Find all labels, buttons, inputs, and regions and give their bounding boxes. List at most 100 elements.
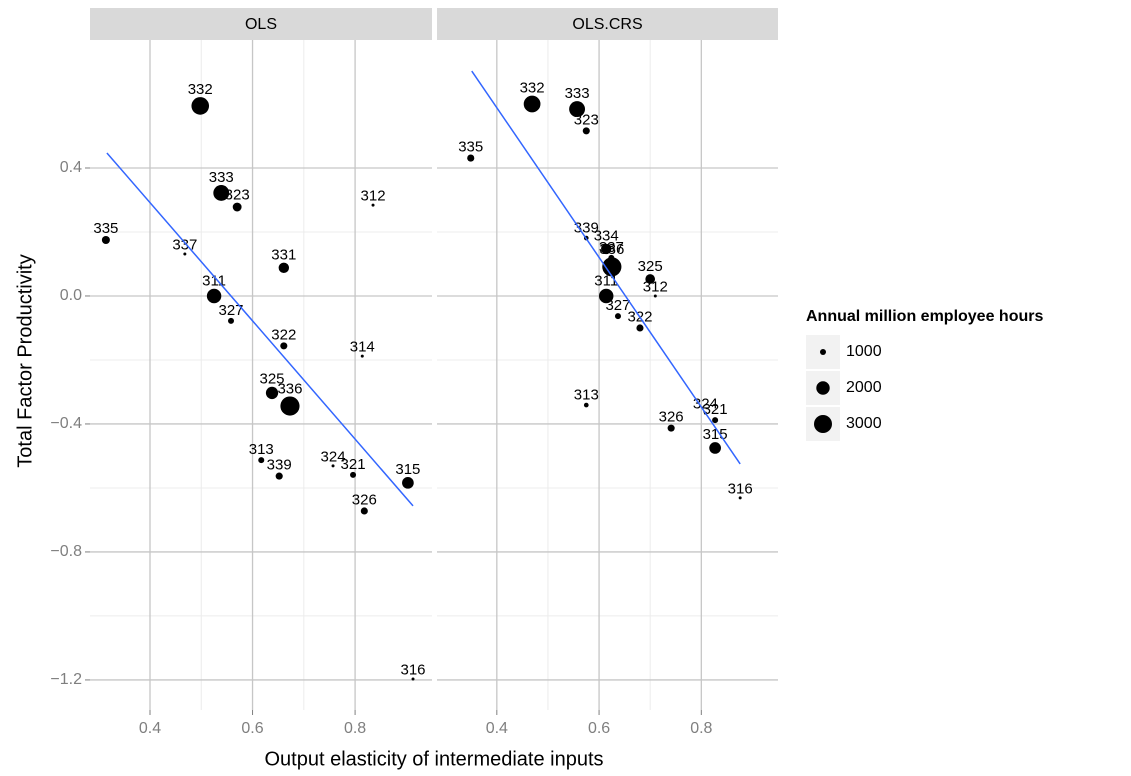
point-label: 316 bbox=[401, 661, 426, 678]
fit-line bbox=[106, 152, 414, 507]
point bbox=[402, 476, 414, 489]
point bbox=[360, 354, 364, 358]
point-label: 326 bbox=[659, 409, 684, 426]
point bbox=[709, 442, 721, 454]
point bbox=[265, 386, 279, 400]
legend-label: 2000 bbox=[846, 379, 882, 396]
point-label: 333 bbox=[565, 85, 590, 102]
point bbox=[411, 677, 415, 681]
point-label: 315 bbox=[395, 461, 420, 478]
point bbox=[191, 97, 210, 115]
point bbox=[614, 313, 621, 320]
x-tick-label: 0.4 bbox=[486, 720, 508, 737]
point-label: 339 bbox=[267, 457, 292, 474]
point bbox=[360, 507, 368, 515]
point-label: 327 bbox=[218, 302, 243, 319]
point-label: 339 bbox=[574, 220, 599, 237]
point bbox=[331, 464, 335, 468]
point-label: 323 bbox=[225, 187, 250, 204]
point bbox=[183, 252, 187, 256]
point bbox=[258, 457, 265, 464]
point bbox=[583, 402, 589, 408]
point-label: 334 bbox=[594, 228, 619, 245]
point-label: 323 bbox=[574, 111, 599, 128]
y-tick-label: 0.4 bbox=[60, 159, 82, 176]
legend-point bbox=[816, 381, 830, 395]
point-label: 335 bbox=[458, 138, 483, 155]
point-label: 313 bbox=[249, 441, 274, 458]
y-tick-label: −0.4 bbox=[50, 415, 82, 432]
point bbox=[467, 154, 475, 162]
panel-title: OLS.CRS bbox=[572, 16, 642, 33]
point bbox=[523, 95, 541, 113]
point bbox=[645, 274, 656, 284]
point-label: 336 bbox=[599, 241, 624, 258]
point-label: 324 bbox=[321, 448, 346, 465]
x-tick-label: 0.6 bbox=[241, 720, 263, 737]
point bbox=[598, 288, 614, 304]
point bbox=[667, 424, 675, 432]
legend-title: Annual million employee hours bbox=[806, 308, 1043, 325]
point-label: 325 bbox=[638, 258, 663, 275]
x-tick-label: 0.4 bbox=[139, 720, 161, 737]
point bbox=[712, 417, 719, 424]
point-label: 335 bbox=[93, 220, 118, 237]
point bbox=[601, 243, 612, 255]
y-tick-label: −0.8 bbox=[50, 543, 82, 560]
x-axis-label: Output elasticity of intermediate inputs bbox=[264, 748, 603, 770]
point-label: 312 bbox=[361, 188, 386, 205]
point bbox=[228, 317, 235, 324]
point bbox=[275, 472, 283, 480]
point bbox=[350, 471, 357, 478]
point-label: 325 bbox=[260, 371, 285, 388]
point-label: 326 bbox=[352, 491, 377, 508]
point-label: 312 bbox=[643, 278, 668, 295]
fit-line bbox=[471, 70, 741, 465]
point bbox=[653, 294, 657, 298]
strip bbox=[90, 8, 432, 40]
point-label: 332 bbox=[188, 81, 213, 98]
point bbox=[232, 202, 242, 212]
x-tick-label: 0.6 bbox=[588, 720, 610, 737]
point-label: 337 bbox=[599, 239, 624, 256]
point-label: 336 bbox=[277, 380, 302, 397]
x-tick-label: 0.8 bbox=[690, 720, 712, 737]
point bbox=[101, 235, 110, 245]
point bbox=[602, 257, 622, 277]
point bbox=[213, 185, 230, 201]
point bbox=[280, 342, 288, 350]
point bbox=[280, 396, 300, 416]
point bbox=[738, 496, 742, 500]
point bbox=[278, 262, 290, 274]
point-label: 322 bbox=[271, 326, 296, 343]
panel-title: OLS bbox=[245, 16, 277, 33]
point-label: 316 bbox=[728, 480, 753, 497]
legend-label: 1000 bbox=[846, 343, 882, 360]
y-tick-label: 0.0 bbox=[60, 287, 82, 304]
point bbox=[582, 127, 590, 135]
legend-point bbox=[814, 415, 832, 433]
x-tick-label: 0.8 bbox=[344, 720, 366, 737]
legend-point bbox=[820, 349, 826, 355]
y-tick-label: −1.2 bbox=[50, 671, 82, 688]
panel-background bbox=[437, 40, 778, 710]
point-label: 314 bbox=[350, 339, 375, 356]
point-label: 333 bbox=[209, 169, 234, 186]
point-label: 311 bbox=[202, 273, 226, 290]
point-label: 327 bbox=[605, 297, 630, 314]
point-label: 331 bbox=[271, 247, 296, 264]
strip bbox=[437, 8, 778, 40]
point bbox=[569, 101, 586, 118]
point-label: 321 bbox=[341, 456, 366, 473]
point bbox=[206, 288, 222, 304]
panel-background bbox=[90, 40, 432, 710]
y-axis-label: Total Factor Productivity bbox=[14, 254, 36, 467]
point-label: 324 bbox=[693, 396, 718, 413]
point-label: 337 bbox=[172, 237, 197, 254]
point-label: 332 bbox=[520, 80, 545, 97]
legend-label: 3000 bbox=[846, 415, 882, 432]
point-label: 313 bbox=[574, 387, 599, 404]
point-label: 321 bbox=[703, 401, 728, 418]
point-label: 315 bbox=[703, 426, 728, 443]
